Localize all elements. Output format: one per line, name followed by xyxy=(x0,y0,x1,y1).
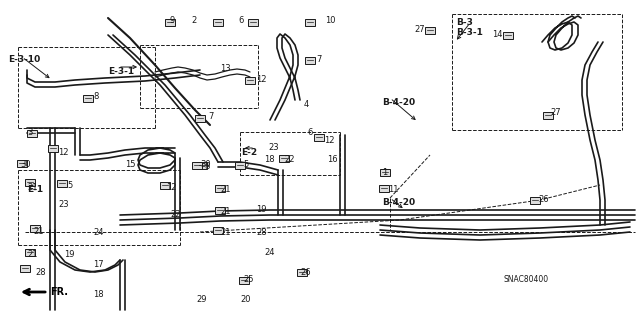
Text: 23: 23 xyxy=(268,143,278,152)
Bar xyxy=(543,112,553,118)
Text: 21: 21 xyxy=(220,207,230,216)
Text: B-3: B-3 xyxy=(456,18,473,27)
Text: 30: 30 xyxy=(200,160,211,169)
Text: 18: 18 xyxy=(93,290,104,299)
Text: 26: 26 xyxy=(300,268,310,277)
Text: 23: 23 xyxy=(58,200,68,209)
Text: 3: 3 xyxy=(27,128,33,137)
Bar xyxy=(305,19,315,26)
Text: 7: 7 xyxy=(208,112,213,121)
Bar xyxy=(160,182,170,189)
Text: 22: 22 xyxy=(284,155,294,164)
Bar xyxy=(48,145,58,152)
Bar xyxy=(215,184,225,191)
Text: 5: 5 xyxy=(243,160,248,169)
Bar xyxy=(297,269,307,276)
Bar xyxy=(213,226,223,234)
Text: 19: 19 xyxy=(64,250,74,259)
Bar xyxy=(57,180,67,187)
Text: 6: 6 xyxy=(238,16,243,25)
Text: 16: 16 xyxy=(327,155,338,164)
Text: 29: 29 xyxy=(196,295,207,304)
Bar xyxy=(503,32,513,39)
Text: 28: 28 xyxy=(256,228,267,237)
Bar xyxy=(245,77,255,84)
Text: 11: 11 xyxy=(388,185,399,194)
Text: 9: 9 xyxy=(169,16,174,25)
Bar xyxy=(27,130,37,137)
Text: 4: 4 xyxy=(304,100,309,109)
Text: 5: 5 xyxy=(67,181,72,190)
Text: 2: 2 xyxy=(191,16,196,25)
Bar xyxy=(379,184,389,191)
Text: 27: 27 xyxy=(550,108,561,117)
Bar xyxy=(314,133,324,140)
Text: B-4-20: B-4-20 xyxy=(382,98,415,107)
Bar xyxy=(248,19,258,26)
Text: 22: 22 xyxy=(170,210,180,219)
Text: 24: 24 xyxy=(93,228,104,237)
Text: FR.: FR. xyxy=(50,287,68,297)
Text: 6: 6 xyxy=(307,128,312,137)
Text: 15: 15 xyxy=(125,160,136,169)
Text: 10: 10 xyxy=(325,16,335,25)
Text: 21: 21 xyxy=(27,250,38,259)
Text: B-4-20: B-4-20 xyxy=(382,198,415,207)
Text: 12: 12 xyxy=(324,136,335,145)
Text: B-3-1: B-3-1 xyxy=(456,28,483,37)
Text: 1: 1 xyxy=(382,168,387,177)
Text: 26: 26 xyxy=(538,195,548,204)
Bar xyxy=(20,264,30,271)
Text: E-3-1: E-3-1 xyxy=(108,67,134,76)
Text: E-1: E-1 xyxy=(27,185,43,194)
Text: 28: 28 xyxy=(35,268,45,277)
Bar xyxy=(25,179,35,186)
Bar xyxy=(380,168,390,175)
Text: SNAC80400: SNAC80400 xyxy=(503,275,548,284)
Text: 18: 18 xyxy=(264,155,275,164)
Text: 21: 21 xyxy=(220,185,230,194)
Text: 25: 25 xyxy=(243,275,253,284)
Bar xyxy=(197,161,207,168)
Text: 8: 8 xyxy=(204,162,209,171)
Text: 12: 12 xyxy=(256,75,266,84)
Text: E-2: E-2 xyxy=(241,148,257,157)
Text: 7: 7 xyxy=(316,55,321,64)
Bar xyxy=(192,161,202,168)
Text: 24: 24 xyxy=(264,248,275,257)
Text: E-3-10: E-3-10 xyxy=(8,55,40,64)
Text: 12: 12 xyxy=(166,183,177,192)
Text: 27: 27 xyxy=(414,25,424,34)
Text: 12: 12 xyxy=(58,148,68,157)
Bar xyxy=(239,277,249,284)
Text: 14: 14 xyxy=(492,30,502,39)
Text: 19: 19 xyxy=(256,205,266,214)
Bar xyxy=(215,206,225,213)
Text: 30: 30 xyxy=(20,160,31,169)
Bar xyxy=(165,19,175,26)
Text: 20: 20 xyxy=(240,295,250,304)
Bar xyxy=(305,56,315,63)
Text: 21: 21 xyxy=(220,228,230,237)
Bar xyxy=(25,249,35,256)
Bar xyxy=(279,154,289,161)
Bar xyxy=(530,197,540,204)
Text: 17: 17 xyxy=(93,260,104,269)
Text: 21: 21 xyxy=(27,183,38,192)
Bar xyxy=(235,161,245,168)
Bar xyxy=(30,225,40,232)
Bar xyxy=(195,115,205,122)
Bar xyxy=(83,94,93,101)
Bar xyxy=(425,26,435,33)
Text: 21: 21 xyxy=(33,227,44,236)
Bar xyxy=(17,160,27,167)
Text: 13: 13 xyxy=(220,64,230,73)
Text: 8: 8 xyxy=(93,92,99,101)
Bar xyxy=(213,19,223,26)
